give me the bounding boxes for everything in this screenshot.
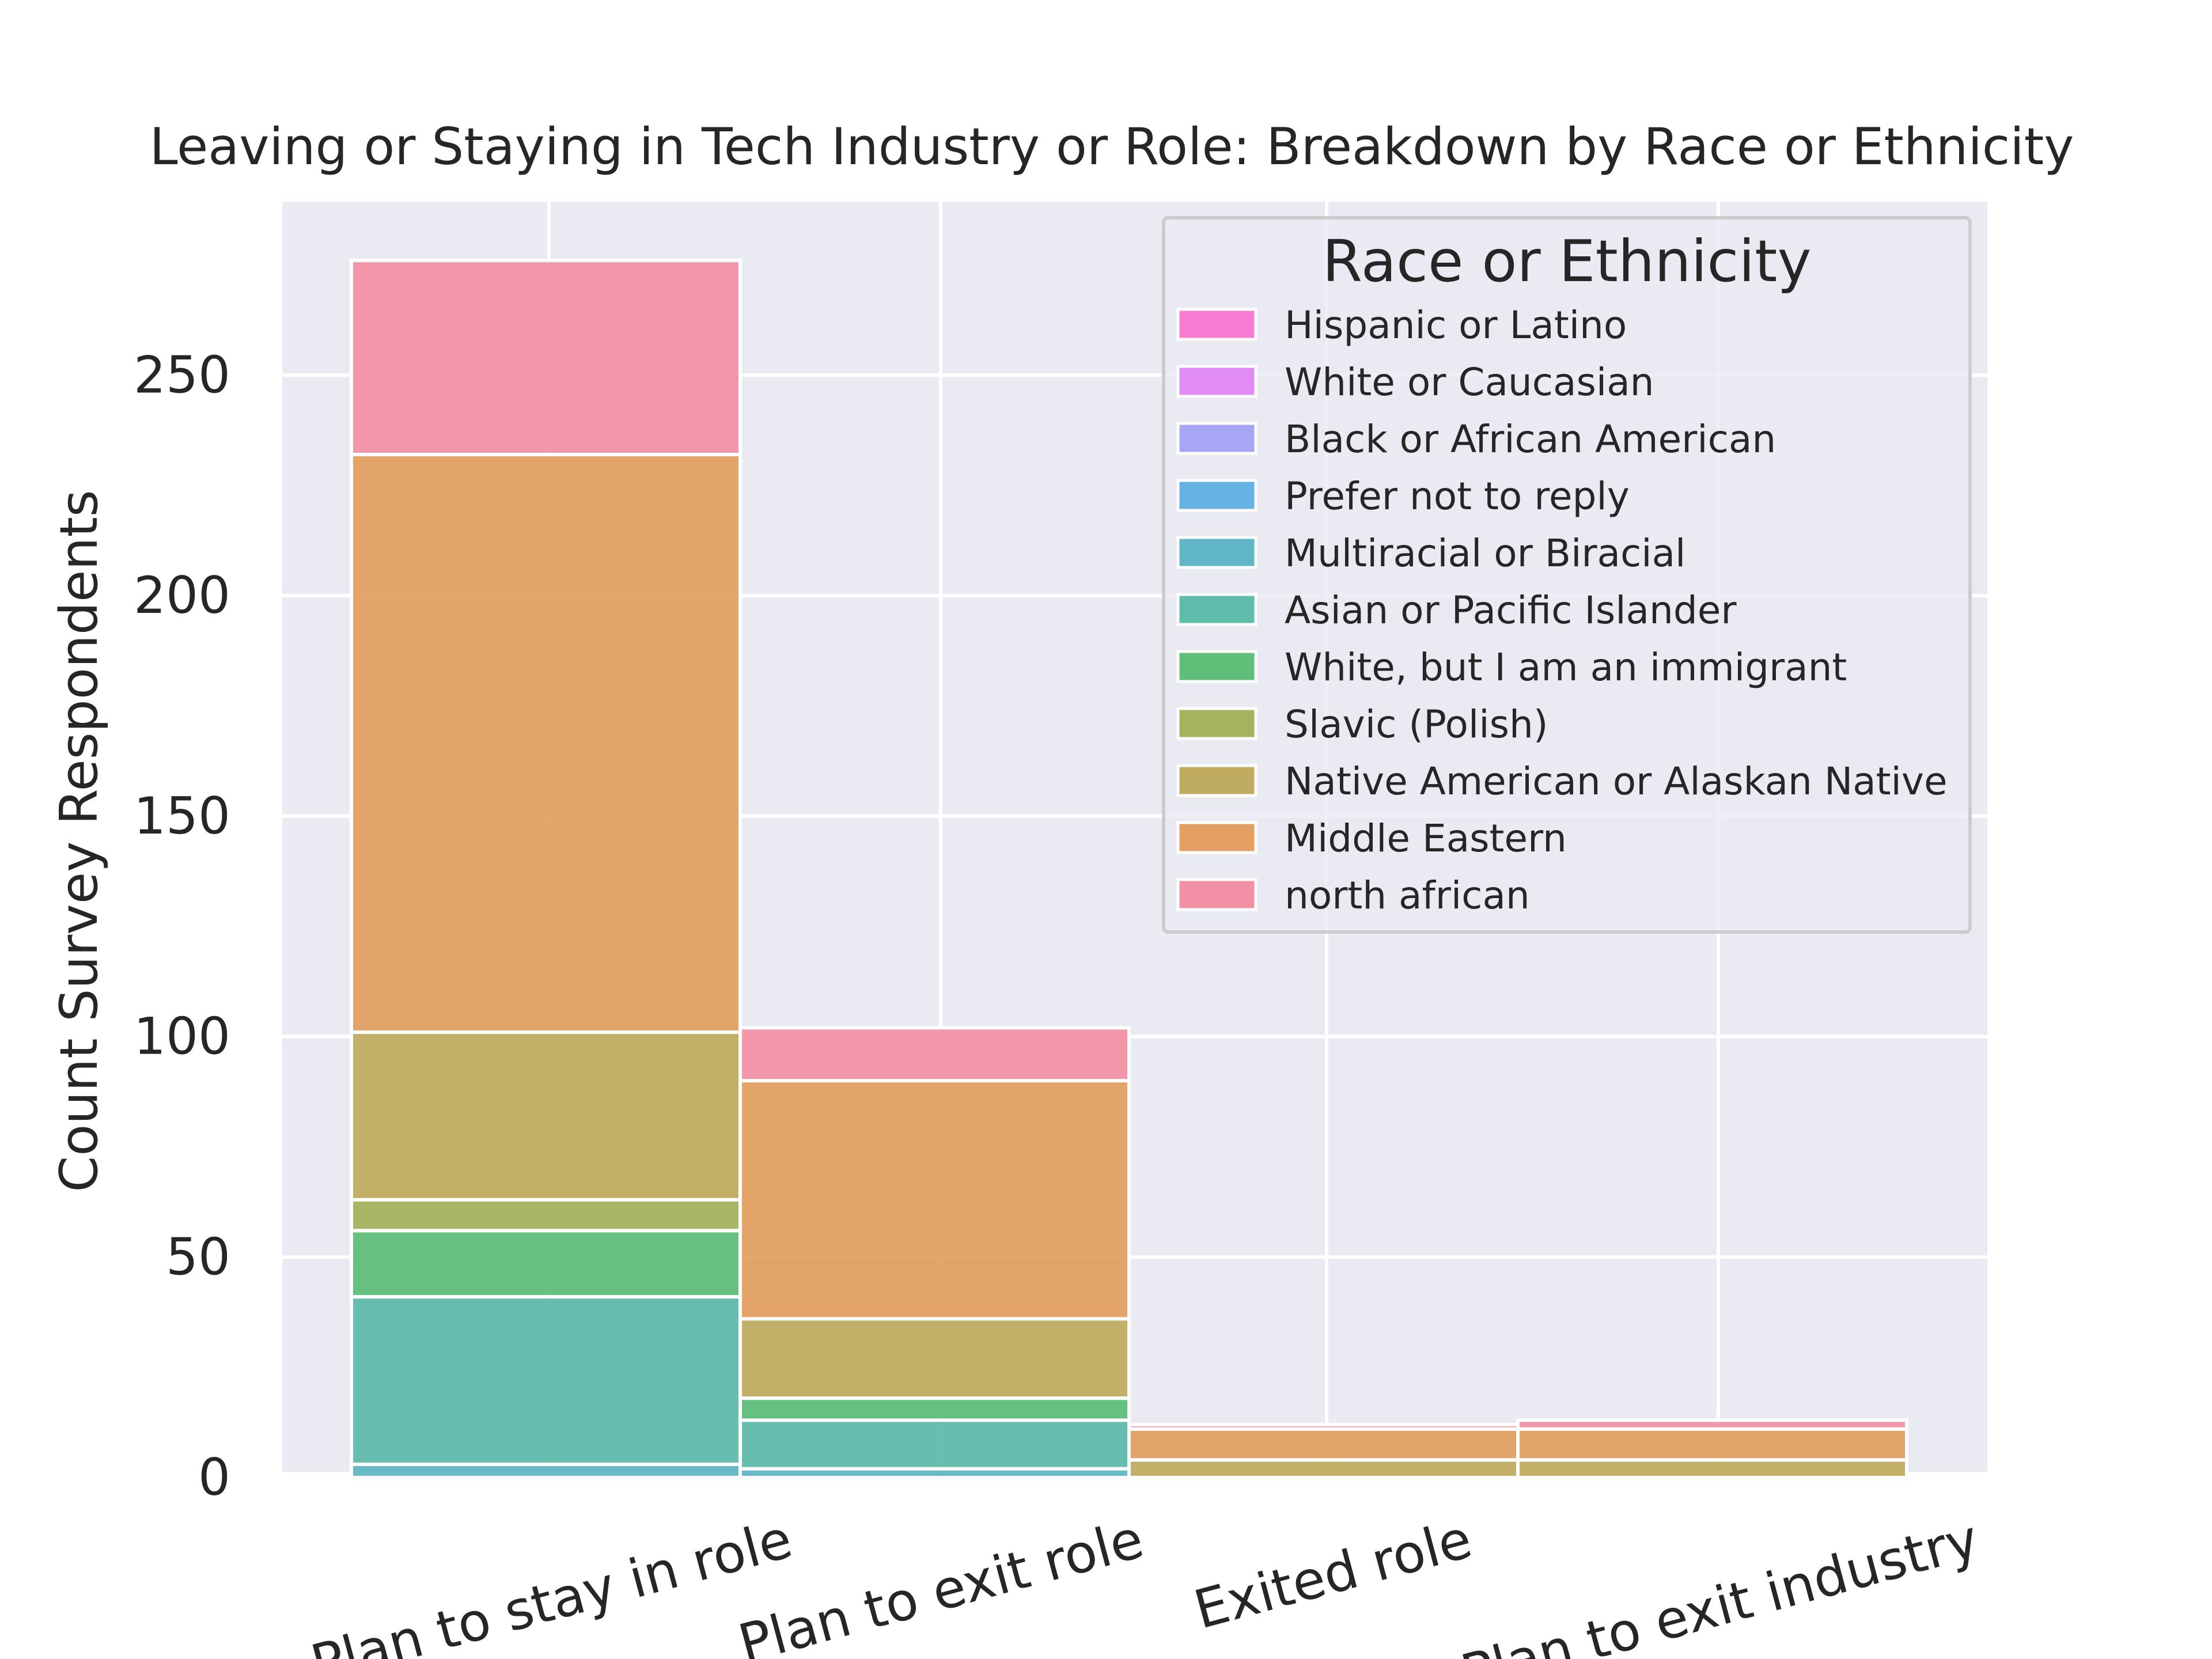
bars [350, 259, 1908, 1479]
legend-frame [1162, 216, 1972, 934]
bar-segment [1127, 1423, 1520, 1431]
bar-segment [350, 1229, 742, 1299]
legend-label: White, but I am an immigrant [1285, 645, 1847, 690]
legend-swatch [1176, 764, 1257, 797]
y-axis-ticks: 0 50 100 150 200 250 [134, 345, 230, 1507]
bar-segment [1516, 1418, 1908, 1431]
legend-swatch [1176, 365, 1257, 398]
legend-swatch [1176, 593, 1257, 626]
legend-swatch [1176, 308, 1257, 341]
y-tick-label: 100 [134, 1007, 230, 1066]
legend-swatch [1176, 479, 1257, 512]
legend-label: Multiracial or Biracial [1285, 531, 1685, 575]
legend-title: Race or Ethnicity [1322, 228, 1811, 295]
bar-segment [350, 1463, 742, 1479]
legend-swatch [1176, 650, 1257, 683]
bar-segment [1127, 1458, 1520, 1479]
bar-segment [350, 1295, 742, 1467]
legend-label: Slavic (Polish) [1285, 702, 1548, 747]
legend-label: Hispanic or Latino [1285, 303, 1627, 347]
bar-segment [1127, 1427, 1520, 1462]
bar-segment [738, 1317, 1131, 1400]
bar-segment [350, 1030, 742, 1202]
y-tick-label: 200 [134, 566, 230, 625]
legend-label: Prefer not to reply [1285, 474, 1630, 518]
legend-swatch [1176, 707, 1257, 740]
bar-segment [1516, 1458, 1908, 1479]
bar-segment [738, 1079, 1131, 1321]
legend-swatch [1176, 536, 1257, 569]
legend-label: Middle Eastern [1285, 816, 1567, 861]
bar-segment [350, 1198, 742, 1233]
bar-segment [1516, 1427, 1908, 1462]
y-axis-label: Count Survey Respondents [49, 490, 109, 1192]
legend-swatch [1176, 878, 1257, 911]
y-tick-label: 150 [134, 786, 230, 846]
bar-segment [738, 1026, 1131, 1083]
bar-segment [738, 1396, 1131, 1422]
legend-label: Black or African American [1285, 417, 1776, 461]
y-tick-label: 250 [134, 345, 230, 404]
legend-label: White or Caucasian [1285, 360, 1654, 404]
legend: Race or Ethnicity Hispanic or Latino Whit… [1162, 216, 1972, 934]
chart-title: Leaving or Staying in Tech Industry or R… [150, 117, 2074, 176]
bar-segment [350, 453, 742, 1034]
legend-swatch [1176, 422, 1257, 455]
legend-label: north african [1285, 873, 1530, 918]
legend-label: Native American or Alaskan Native [1285, 759, 1948, 804]
legend-label: Asian or Pacific Islander [1285, 588, 1737, 632]
y-tick-label: 0 [198, 1448, 230, 1507]
legend-swatch [1176, 821, 1257, 854]
legend-entries: Hispanic or Latino White or Caucasian Blac… [1176, 303, 1948, 918]
bar-segment [350, 259, 742, 457]
y-tick-label: 50 [166, 1227, 230, 1286]
bar-segment [738, 1418, 1131, 1471]
